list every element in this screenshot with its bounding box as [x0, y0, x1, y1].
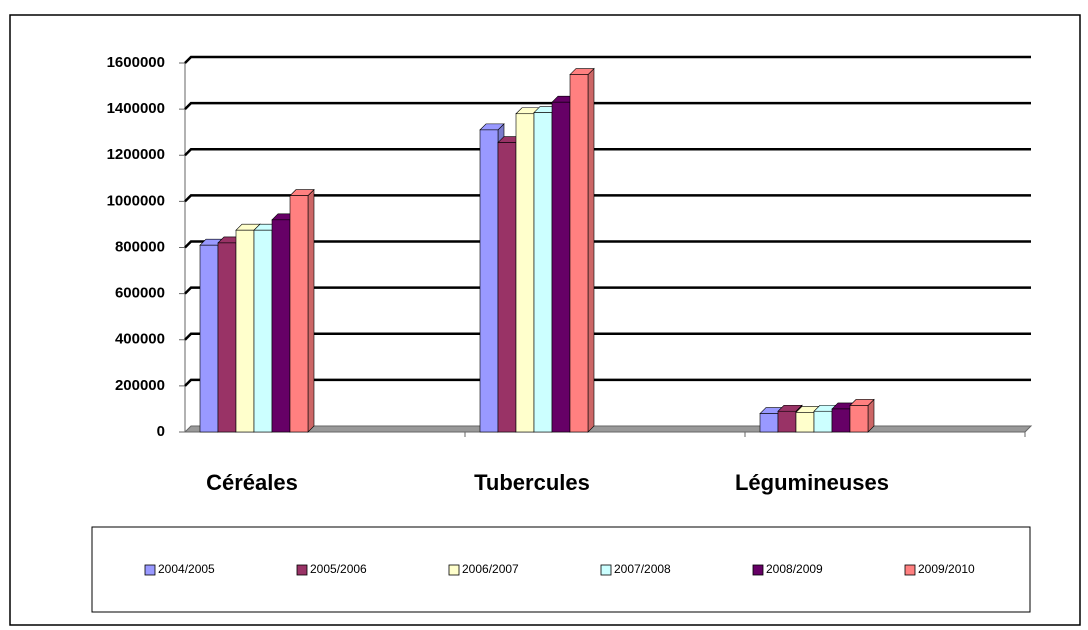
y-tick-label: 400000	[115, 331, 165, 348]
bar	[253, 229, 273, 433]
bar	[759, 413, 779, 433]
bar	[551, 101, 571, 433]
x-tick-label: Céréales	[206, 470, 298, 495]
grid-line	[184, 286, 1031, 295]
y-tick-label: 800000	[115, 238, 165, 255]
bar	[831, 408, 851, 433]
y-tick-label: 600000	[115, 285, 165, 302]
x-tick-label: Tubercules	[474, 470, 590, 495]
y-tick-label: 200000	[115, 377, 165, 394]
bar	[289, 195, 309, 433]
legend-swatch	[296, 564, 308, 576]
y-tick-label: 1400000	[107, 100, 165, 117]
grid-line	[184, 55, 1031, 64]
legend-swatch	[600, 564, 612, 576]
grid-line	[184, 378, 1031, 387]
y-tick-label: 1200000	[107, 146, 165, 163]
legend-label: 2004/2005	[158, 562, 215, 576]
grid-line	[184, 148, 1031, 157]
bar	[235, 229, 255, 433]
grid-line	[184, 332, 1031, 341]
y-tick-label: 1000000	[107, 192, 165, 209]
bar	[813, 410, 833, 433]
bar	[271, 219, 291, 433]
bar	[533, 112, 553, 433]
x-tick-label: Légumineuses	[735, 470, 889, 495]
bar	[515, 113, 535, 433]
bar	[199, 244, 219, 433]
legend-label: 2005/2006	[310, 562, 367, 576]
legend-label: 2007/2008	[614, 562, 671, 576]
legend-swatch	[448, 564, 460, 576]
legend-swatch	[904, 564, 916, 576]
bar	[777, 410, 797, 433]
legend-label: 2006/2007	[462, 562, 519, 576]
bar-side	[587, 67, 595, 433]
y-tick-label: 1600000	[107, 54, 165, 71]
bar	[217, 242, 237, 433]
legend-swatch	[144, 564, 156, 576]
grid-line	[184, 240, 1031, 249]
legend-box	[91, 526, 1031, 613]
bar-side	[307, 188, 315, 433]
y-tick-label: 0	[157, 423, 165, 440]
legend-label: 2009/2010	[918, 562, 975, 576]
grid-line	[184, 101, 1031, 111]
legend-swatch	[752, 564, 764, 576]
bar	[795, 412, 815, 433]
bar	[569, 74, 589, 433]
bar	[497, 142, 517, 433]
legend-label: 2008/2009	[766, 562, 823, 576]
bar	[479, 129, 499, 433]
grid-line	[184, 194, 1031, 203]
bar	[849, 405, 869, 433]
